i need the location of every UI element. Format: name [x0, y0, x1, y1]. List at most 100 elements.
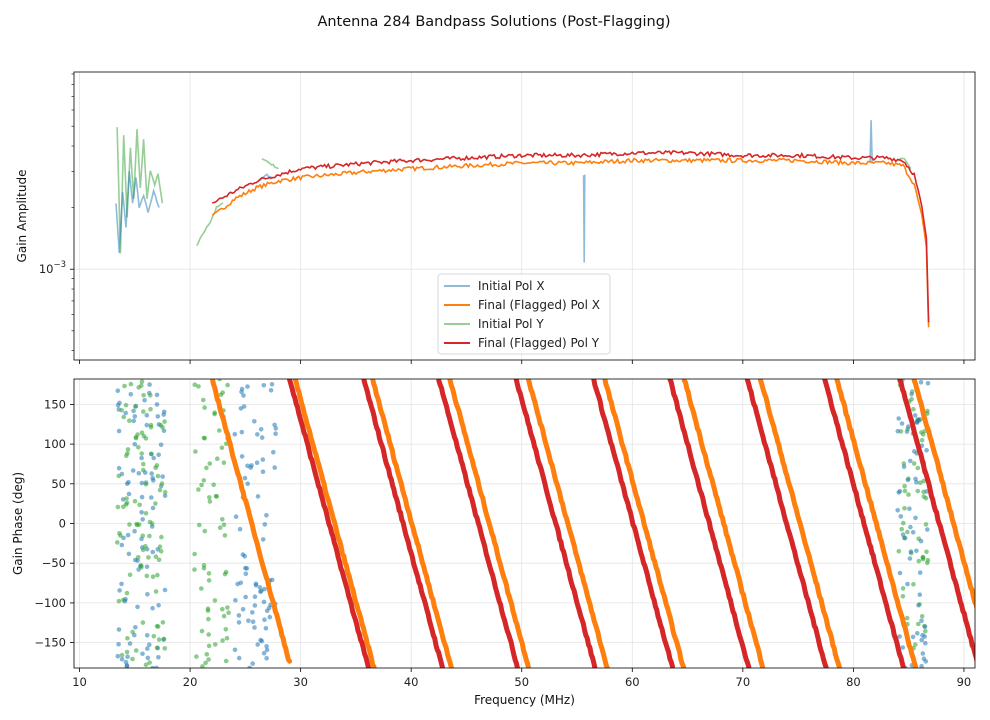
phase-point	[155, 473, 161, 479]
phase-point	[264, 656, 269, 661]
phase-point	[267, 614, 273, 620]
phase-point	[116, 465, 122, 471]
legend-entry: Final (Flagged) Pol Y	[478, 336, 600, 350]
phase-point	[147, 642, 152, 647]
x-tick-label: 30	[293, 675, 308, 689]
phase-point	[138, 563, 144, 568]
phase-point	[145, 646, 150, 651]
phase-point	[140, 651, 145, 657]
phase-point	[144, 422, 150, 428]
phase-point	[206, 632, 211, 637]
phase-point	[908, 549, 914, 554]
amplitude-line	[869, 120, 873, 164]
phase-point	[219, 445, 225, 451]
phase-point	[123, 659, 129, 665]
phase-wrap-line	[209, 379, 293, 664]
phase-wrap-line	[822, 379, 907, 668]
phase-point	[245, 481, 250, 487]
phase-point	[121, 504, 126, 510]
phase-point	[896, 490, 901, 495]
phase-point	[896, 548, 902, 554]
phase-point	[135, 432, 140, 437]
phase-point	[215, 456, 220, 462]
phase-point	[194, 654, 199, 659]
phase-point	[247, 665, 252, 668]
phase-point	[900, 532, 906, 537]
phase-point	[141, 461, 146, 467]
phase-ytick-label: −50	[42, 556, 66, 570]
phase-point	[918, 480, 923, 486]
phase-point	[157, 544, 163, 549]
phase-point	[201, 397, 206, 403]
phase-point	[220, 517, 225, 522]
phase-point	[155, 572, 160, 578]
phase-point	[156, 557, 162, 563]
phase-point	[150, 549, 155, 555]
phase-point	[115, 388, 121, 394]
phase-point	[220, 638, 225, 643]
phase-point	[250, 610, 255, 615]
phase-point	[217, 428, 222, 433]
phase-point	[154, 645, 160, 651]
phase-ytick-label: −150	[34, 636, 66, 650]
phase-point	[258, 637, 263, 643]
phase-point	[905, 529, 910, 535]
phase-point	[140, 547, 146, 553]
amplitude-series-final-flagged-pol-y	[211, 149, 930, 323]
phase-point	[136, 471, 142, 476]
phase-point	[240, 607, 246, 612]
phase-point	[213, 642, 218, 647]
phase-point	[121, 535, 126, 541]
phase-point	[908, 458, 913, 464]
phase-point	[920, 557, 926, 562]
phase-point	[151, 633, 157, 639]
phase-point	[132, 442, 138, 447]
x-tick-label: 70	[736, 675, 751, 689]
amplitude-line	[115, 171, 160, 253]
x-tick-label: 40	[404, 675, 419, 689]
phase-point	[250, 619, 256, 624]
phase-point	[901, 520, 906, 526]
phase-wrap-group	[292, 379, 975, 668]
phase-point	[923, 659, 929, 664]
phase-point	[223, 658, 229, 664]
phase-point	[123, 402, 129, 408]
phase-point	[257, 585, 263, 590]
phase-point	[272, 422, 277, 428]
phase-point	[214, 494, 220, 499]
phase-wrap-line	[591, 379, 675, 668]
phase-point	[145, 655, 151, 661]
phase-point	[125, 654, 130, 659]
phase-point	[917, 592, 923, 597]
phase-point	[916, 558, 922, 564]
phase-point	[239, 429, 245, 435]
phase-point	[919, 663, 924, 668]
x-tick-label: 90	[957, 675, 972, 689]
phase-point	[902, 535, 908, 541]
phase-point	[202, 528, 208, 534]
phase-wrap-group	[209, 379, 293, 664]
phase-point	[245, 384, 250, 389]
phase-point	[158, 442, 164, 448]
phase-point	[246, 618, 251, 623]
phase-point	[925, 527, 930, 532]
phase-point	[902, 488, 908, 494]
phase-point	[916, 418, 922, 423]
phase-point	[116, 473, 122, 479]
phase-point	[241, 393, 246, 398]
phase-wrap-line	[513, 379, 598, 668]
phase-point	[238, 406, 244, 411]
phase-point	[119, 542, 125, 548]
phase-point	[920, 651, 926, 656]
phase-point	[126, 491, 132, 497]
phase-point	[133, 648, 139, 653]
amplitude-grid	[74, 72, 975, 360]
phase-point	[922, 624, 928, 629]
phase-point	[133, 404, 138, 409]
phase-point	[905, 581, 910, 587]
phase-point	[253, 583, 259, 588]
phase-point	[206, 643, 212, 649]
phase-point	[901, 464, 907, 470]
phase-point	[136, 385, 141, 390]
amplitude-line	[897, 157, 912, 170]
